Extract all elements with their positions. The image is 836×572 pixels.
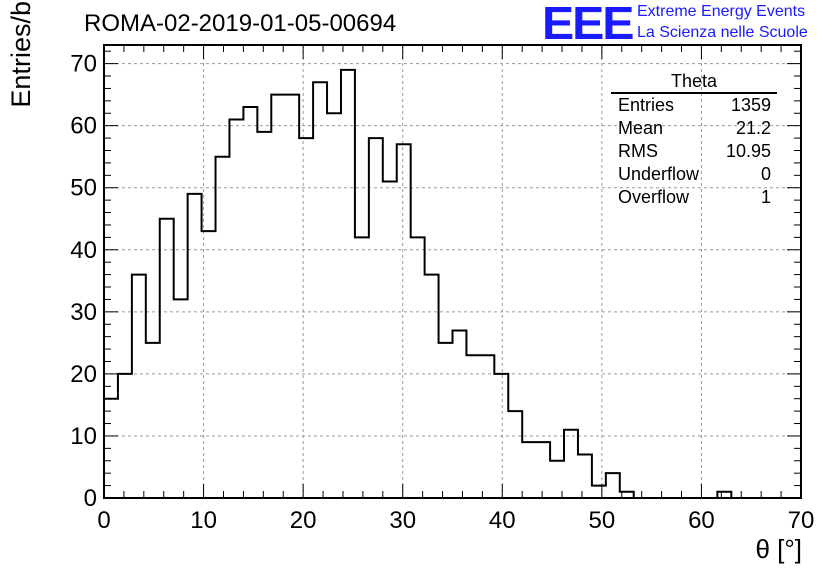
x-tick-label: 10	[190, 507, 217, 534]
stats-value: 1	[760, 187, 771, 207]
axis-ticks	[103, 45, 802, 499]
stats-label: Underflow	[618, 164, 700, 184]
grid-lines	[104, 45, 801, 498]
y-tick-label: 30	[70, 299, 97, 326]
brand-line-2: La Scienza nelle Scuole	[637, 24, 808, 41]
x-tick-label: 0	[97, 507, 110, 534]
y-tick-label: 40	[70, 237, 97, 264]
x-tick-label: 40	[489, 507, 516, 534]
brand-line-1: Extreme Energy Events	[637, 3, 806, 20]
run-title: ROMA-02-2019-01-05-00694	[84, 10, 397, 37]
x-tick-label: 30	[389, 507, 416, 534]
plot-frame	[103, 44, 802, 499]
stats-label: RMS	[618, 141, 658, 161]
y-tick-label: 20	[70, 361, 97, 388]
stats-box: Theta Entries 1359 Mean 21.2 RMS 10.95 U…	[611, 70, 777, 209]
y-tick-label: 10	[70, 423, 97, 450]
stats-label: Entries	[618, 95, 675, 115]
eee-logo: EEE	[542, 0, 634, 49]
x-tick-label: 60	[688, 507, 715, 534]
y-tick-label: 50	[70, 175, 97, 202]
x-tick-label: 70	[788, 507, 815, 534]
stats-row-mean: Mean 21.2	[611, 117, 777, 140]
stats-value: 1359	[730, 95, 771, 115]
stats-title: Theta	[611, 70, 777, 94]
stats-row-overflow: Overflow 1	[611, 186, 777, 209]
stats-value: 10.95	[725, 141, 771, 161]
stats-value: 0	[760, 164, 771, 184]
histogram-step-line	[104, 68, 801, 499]
stats-row-underflow: Underflow 0	[611, 163, 777, 186]
y-tick-label: 0	[84, 485, 97, 512]
stats-value: 21.2	[735, 118, 771, 138]
stats-label: Mean	[618, 118, 664, 138]
x-tick-label: 20	[290, 507, 317, 534]
x-tick-label: 50	[589, 507, 616, 534]
y-axis-label: Entries/bin	[6, 0, 36, 108]
y-tick-label: 60	[70, 113, 97, 140]
x-axis-label: θ [°]	[755, 534, 802, 564]
stats-label: Overflow	[618, 187, 690, 207]
y-tick-label: 70	[70, 51, 97, 78]
stats-row-rms: RMS 10.95	[611, 140, 777, 163]
stats-row-entries: Entries 1359	[611, 94, 777, 117]
